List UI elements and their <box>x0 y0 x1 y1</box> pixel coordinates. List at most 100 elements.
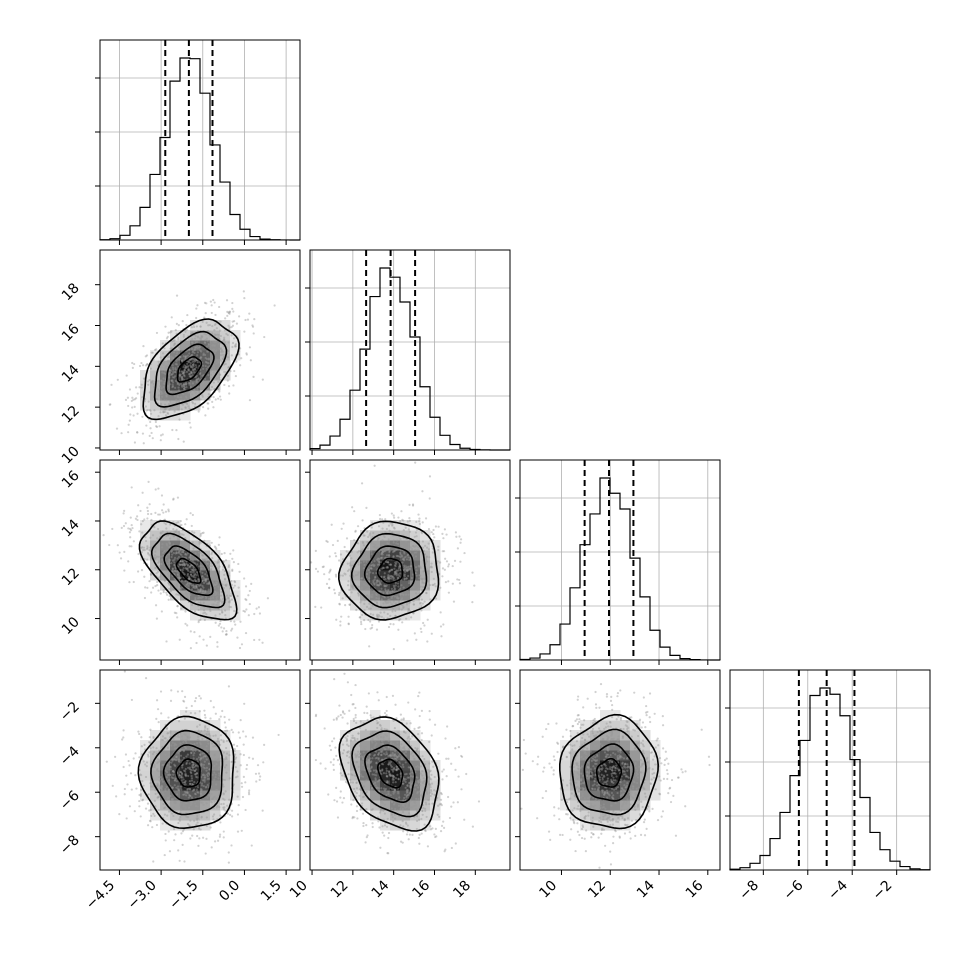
density-cell <box>600 800 611 811</box>
scatter-point <box>236 775 239 778</box>
scatter-point <box>352 717 355 721</box>
scatter-point <box>217 768 220 771</box>
scatter-point <box>181 540 184 543</box>
scatter-point <box>188 577 192 580</box>
scatter-point <box>205 578 208 581</box>
scatter-point <box>150 814 153 818</box>
scatter-point <box>388 569 391 572</box>
scatter-point <box>218 390 221 393</box>
scatter-point <box>217 397 220 400</box>
scatter-point <box>138 793 141 797</box>
scatter-point <box>371 595 374 599</box>
scatter-point <box>395 570 398 573</box>
scatter-point <box>171 758 174 761</box>
scatter-point <box>391 787 394 791</box>
scatter-point <box>418 726 421 729</box>
scatter-point <box>190 748 193 751</box>
scatter-point <box>202 601 205 604</box>
scatter-point <box>174 530 178 534</box>
scatter-point <box>347 750 350 753</box>
scatter-point <box>243 577 246 580</box>
density-cell <box>370 810 381 821</box>
scatter-point <box>400 608 403 611</box>
density-cell <box>390 740 401 751</box>
scatter-point <box>386 591 389 594</box>
scatter-point <box>377 753 380 756</box>
scatter-point <box>365 554 368 558</box>
scatter-point <box>454 768 457 771</box>
scatter-point <box>164 753 167 757</box>
scatter-point <box>348 588 351 591</box>
scatter-point <box>407 556 410 559</box>
scatter-point <box>163 813 166 816</box>
density-cell <box>360 780 371 791</box>
scatter-3-2 <box>310 461 476 651</box>
scatter-point <box>198 373 201 376</box>
density-cell <box>370 730 381 741</box>
scatter-point <box>363 754 366 757</box>
scatter-point <box>382 787 386 790</box>
scatter-point <box>314 549 317 553</box>
scatter-point <box>355 787 359 790</box>
scatter-point <box>196 597 200 600</box>
scatter-point <box>339 763 342 766</box>
scatter-point <box>199 589 202 592</box>
scatter-point <box>235 360 238 363</box>
scatter-point <box>171 364 174 367</box>
scatter-point <box>244 318 247 322</box>
scatter-point <box>212 349 216 352</box>
scatter-point <box>190 779 194 782</box>
scatter-point <box>421 809 424 813</box>
scatter-point <box>357 755 360 759</box>
scatter-point <box>194 804 198 808</box>
scatter-point <box>376 726 379 730</box>
scatter-point <box>213 329 216 332</box>
scatter-point <box>166 359 170 362</box>
scatter-point <box>420 832 423 835</box>
scatter-point <box>181 550 185 553</box>
scatter-point <box>174 368 178 371</box>
scatter-point <box>146 753 150 756</box>
scatter-point <box>334 555 338 558</box>
scatter-point <box>180 788 183 791</box>
scatter-point <box>190 771 193 775</box>
scatter-point <box>401 604 404 607</box>
scatter-point <box>369 761 372 765</box>
scatter-point <box>195 641 198 645</box>
scatter-point <box>366 541 369 544</box>
scatter-point <box>167 755 170 758</box>
scatter-point <box>455 535 458 538</box>
scatter-point <box>204 786 207 789</box>
scatter-point <box>247 791 251 794</box>
scatter-point <box>175 743 178 746</box>
scatter-point <box>143 518 146 521</box>
scatter-point <box>405 558 409 561</box>
density-cell <box>650 740 661 751</box>
scatter-point <box>381 802 384 805</box>
scatter-point <box>168 736 172 739</box>
density-cell <box>410 760 421 771</box>
scatter-point <box>363 602 366 605</box>
scatter-point <box>207 588 210 591</box>
density-cell <box>170 820 181 831</box>
density-cell <box>210 600 221 611</box>
scatter-point <box>438 815 441 818</box>
scatter-point <box>217 757 220 760</box>
scatter-point <box>380 575 383 578</box>
scatter-point <box>145 547 149 550</box>
scatter-point <box>207 597 211 600</box>
scatter-point <box>230 580 233 583</box>
scatter-point <box>403 730 406 734</box>
scatter-point <box>418 842 421 845</box>
scatter-point <box>136 392 139 395</box>
scatter-point <box>183 398 186 401</box>
density-cell <box>200 740 211 751</box>
scatter-point <box>349 739 353 742</box>
scatter-point <box>367 759 370 762</box>
scatter-point <box>394 582 397 585</box>
scatter-point <box>374 781 377 784</box>
scatter-point <box>350 564 353 567</box>
scatter-point <box>354 756 358 759</box>
scatter-point <box>218 612 221 616</box>
scatter-point <box>340 615 343 618</box>
